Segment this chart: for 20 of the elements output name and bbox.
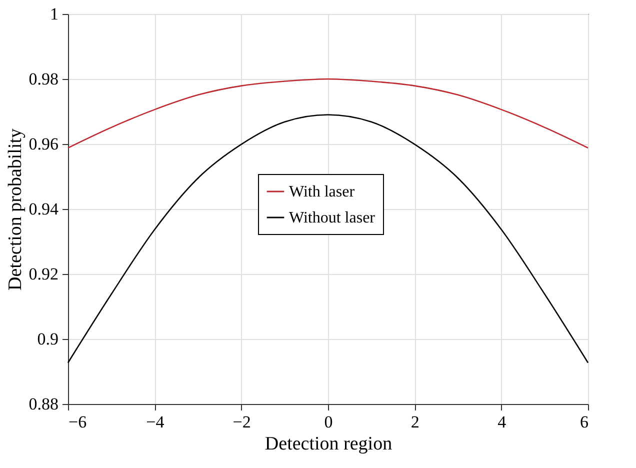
legend-label: Without laser [289, 210, 376, 226]
y-tick-label: 0.94 [28, 200, 59, 218]
x-tick-label: −6 [68, 412, 87, 432]
x-tick-label: −2 [232, 412, 251, 432]
y-tick-label: 0.98 [28, 70, 58, 88]
line-series [67, 114, 589, 364]
legend-label: With laser [289, 184, 356, 200]
x-tick-label: 0 [324, 412, 333, 432]
x-tick-label: −4 [146, 412, 165, 432]
x-tick-label: 2 [410, 412, 420, 432]
y-axis-title: Detection probability [4, 128, 26, 290]
y-tick-label: 0.88 [28, 394, 58, 414]
y-tick-label: 0.92 [28, 264, 58, 284]
x-axis-title: Detection region [264, 434, 393, 454]
x-tick-label: 4 [498, 412, 507, 432]
line-series [67, 78, 589, 149]
y-tick-label: 0.96 [28, 134, 58, 154]
y-tick-label: 0.9 [37, 330, 58, 348]
y-tick-label: 1 [50, 4, 58, 24]
x-tick-label: 6 [580, 412, 588, 432]
